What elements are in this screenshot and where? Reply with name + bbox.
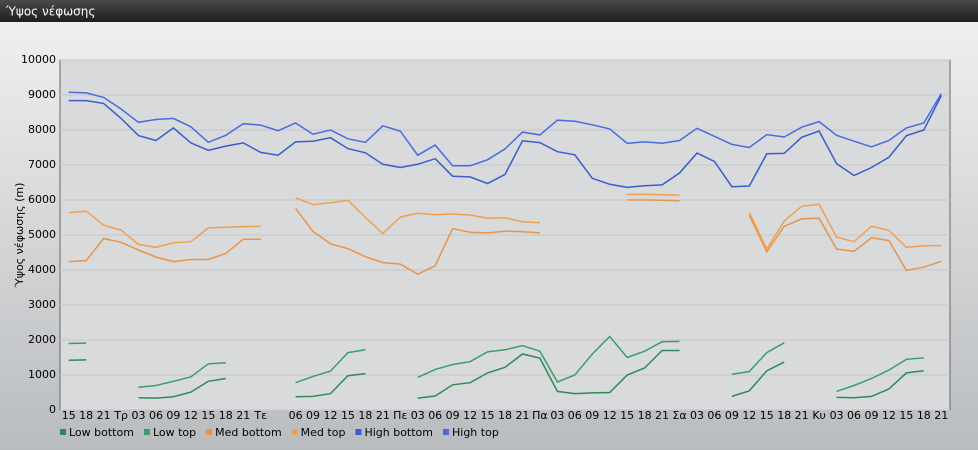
x-tick-label: Σα bbox=[672, 409, 686, 422]
x-tick-label: 21 bbox=[655, 409, 669, 422]
x-tick-label: 06 bbox=[428, 409, 442, 422]
chart-title: Ύψος νέφωσης bbox=[5, 5, 95, 19]
x-tick-label: 09 bbox=[725, 409, 739, 422]
x-tick-label: 18 bbox=[219, 409, 233, 422]
series-line bbox=[68, 199, 942, 276]
y-tick-label: 4000 bbox=[28, 263, 56, 276]
legend-label: Med bottom bbox=[215, 426, 282, 439]
x-tick-label: 06 bbox=[847, 409, 861, 422]
x-tick-label: 18 bbox=[358, 409, 372, 422]
x-tick-label: 21 bbox=[376, 409, 390, 422]
y-tick-label: 3000 bbox=[28, 298, 56, 311]
x-tick-label: Πε bbox=[393, 409, 407, 422]
x-tick-label: 15 bbox=[62, 409, 76, 422]
x-tick-label: 21 bbox=[236, 409, 250, 422]
x-tick-label: 06 bbox=[289, 409, 303, 422]
x-tick-label: 15 bbox=[760, 409, 774, 422]
x-tick-label: 15 bbox=[201, 409, 215, 422]
x-tick-label: 18 bbox=[79, 409, 93, 422]
x-tick-label: 03 bbox=[690, 409, 704, 422]
series-line bbox=[68, 91, 942, 167]
y-tick-label: 5000 bbox=[28, 228, 56, 241]
y-tick-label: 0 bbox=[49, 403, 56, 416]
x-tick-label: 09 bbox=[864, 409, 878, 422]
x-tick-label: 12 bbox=[882, 409, 896, 422]
legend-swatch bbox=[355, 429, 362, 435]
x-tick-label: 15 bbox=[620, 409, 634, 422]
x-tick-label: 21 bbox=[934, 409, 948, 422]
x-tick-label: 12 bbox=[323, 409, 337, 422]
x-tick-label: 18 bbox=[777, 409, 791, 422]
y-tick-label: 7000 bbox=[28, 158, 56, 171]
x-tick-label: 18 bbox=[917, 409, 931, 422]
y-axis-label: Ύψος νέφωσης (m) bbox=[13, 183, 26, 289]
x-tick-label: 18 bbox=[638, 409, 652, 422]
x-tick-label: 21 bbox=[515, 409, 529, 422]
series-line bbox=[68, 335, 924, 393]
series-line bbox=[68, 95, 942, 189]
x-tick-label: Τρ bbox=[113, 409, 128, 422]
x-tick-label: 03 bbox=[411, 409, 425, 422]
x-tick-label: 09 bbox=[585, 409, 599, 422]
legend-swatch bbox=[60, 429, 66, 435]
series-line bbox=[68, 349, 924, 399]
x-tick-label: 03 bbox=[550, 409, 564, 422]
x-tick-label: 15 bbox=[899, 409, 913, 422]
x-tick-label: 12 bbox=[184, 409, 198, 422]
x-tick-label: 21 bbox=[97, 409, 111, 422]
y-tick-label: 6000 bbox=[28, 193, 56, 206]
x-tick-label: 09 bbox=[446, 409, 460, 422]
x-tick-label: 18 bbox=[498, 409, 512, 422]
x-tick-label: 09 bbox=[166, 409, 180, 422]
x-tick-label: 03 bbox=[830, 409, 844, 422]
x-tick-label: 06 bbox=[568, 409, 582, 422]
x-tick-label: Κυ bbox=[812, 409, 826, 422]
x-tick-label: Τε bbox=[253, 409, 267, 422]
y-tick-label: 9000 bbox=[28, 88, 56, 101]
x-tick-label: 12 bbox=[742, 409, 756, 422]
legend-swatch bbox=[206, 429, 213, 435]
x-tick-label: 12 bbox=[603, 409, 617, 422]
x-tick-label: 12 bbox=[463, 409, 477, 422]
legend-label: Med top bbox=[301, 426, 346, 439]
series-line bbox=[68, 193, 942, 251]
x-tick-label: 21 bbox=[795, 409, 809, 422]
x-tick-label: 15 bbox=[481, 409, 495, 422]
legend-swatch bbox=[291, 429, 298, 435]
legend-label: Low bottom bbox=[69, 426, 134, 439]
x-tick-label: 09 bbox=[306, 409, 320, 422]
title-bar bbox=[0, 0, 978, 22]
legend-swatch bbox=[443, 429, 449, 435]
legend-label: High top bbox=[452, 426, 499, 439]
legend-label: High bottom bbox=[364, 426, 433, 439]
x-tick-label: Πα bbox=[532, 409, 548, 422]
x-tick-label: 06 bbox=[149, 409, 163, 422]
x-tick-label: 03 bbox=[132, 409, 146, 422]
legend-swatch bbox=[143, 429, 150, 435]
y-tick-label: 8000 bbox=[28, 123, 56, 136]
y-tick-label: 2000 bbox=[28, 333, 56, 346]
y-tick-label: 1000 bbox=[28, 368, 56, 381]
y-tick-label: 10000 bbox=[21, 53, 56, 66]
x-tick-label: 06 bbox=[707, 409, 721, 422]
x-tick-label: 15 bbox=[341, 409, 355, 422]
legend-label: Low top bbox=[153, 426, 196, 439]
